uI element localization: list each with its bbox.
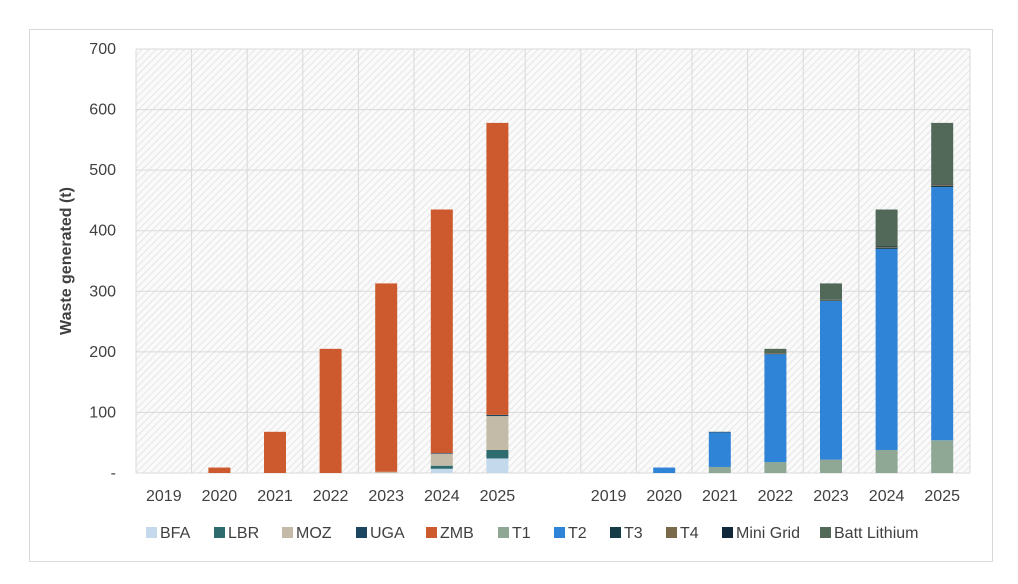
bar-segment <box>931 184 954 185</box>
bar-segment <box>486 122 509 415</box>
legend-label: LBR <box>228 525 259 542</box>
legend-swatch <box>666 527 677 538</box>
y-tick-label: 600 <box>89 102 116 119</box>
bar-segment <box>430 468 453 473</box>
legend-swatch <box>356 527 367 538</box>
y-tick-label: 500 <box>89 162 116 179</box>
legend-label: ZMB <box>440 525 474 542</box>
legend-label: T3 <box>624 525 643 542</box>
x-tick-label: 2019 <box>146 488 182 505</box>
legend-swatch <box>554 527 565 538</box>
x-tick-label: 2019 <box>591 488 627 505</box>
bar-segment <box>764 353 787 355</box>
legend-label: T1 <box>512 525 531 542</box>
legend-label: T2 <box>568 525 587 542</box>
bar-segment <box>486 449 509 459</box>
x-tick-label: 2023 <box>368 488 404 505</box>
legend-swatch <box>820 527 831 538</box>
bar-segment <box>486 416 509 450</box>
x-tick-label: 2024 <box>424 488 460 505</box>
bar-segment <box>430 465 453 469</box>
bar-segment <box>875 248 898 450</box>
legend-label: T4 <box>680 525 699 542</box>
x-tick-label: 2021 <box>257 488 293 505</box>
x-tick-label: 2025 <box>924 488 960 505</box>
y-tick-labels: - 100 200 300 400 500 600 700 <box>89 41 116 482</box>
bar-segment <box>430 453 453 466</box>
bar-segment <box>486 414 509 417</box>
bar-segment <box>375 283 398 472</box>
bar-segment <box>820 283 842 300</box>
x-tick-label: 2020 <box>202 488 238 505</box>
bar-segment <box>931 184 954 186</box>
bar-segment <box>319 348 342 473</box>
plot-area <box>136 49 970 473</box>
legend-label: Mini Grid <box>736 525 800 542</box>
bar-segment <box>430 453 453 454</box>
bar-segment <box>430 209 453 454</box>
legend-swatch <box>426 527 437 538</box>
bar-segment <box>820 459 842 473</box>
bar-segment <box>653 467 676 473</box>
legend-swatch <box>498 527 509 538</box>
bar-segment <box>764 353 787 354</box>
bar-segment <box>708 431 731 433</box>
bars <box>208 122 954 473</box>
bar-segment <box>820 300 842 301</box>
y-tick-label: 400 <box>89 223 116 240</box>
y-tick-label: 200 <box>89 344 116 361</box>
x-tick-label: 2025 <box>480 488 516 505</box>
y-tick-label: 100 <box>89 404 116 421</box>
bar-segment <box>764 348 787 354</box>
legend-swatch <box>214 527 225 538</box>
bar-segment <box>820 300 842 460</box>
bar-segment <box>208 467 231 473</box>
bar-segment <box>264 431 286 473</box>
y-axis-label: Waste generated (t) <box>58 187 75 335</box>
bar-segment <box>764 462 787 473</box>
x-tick-label: 2023 <box>813 488 849 505</box>
bar-segment <box>931 440 954 473</box>
bar-segment <box>931 185 954 188</box>
legend-swatch <box>282 527 293 538</box>
bar-segment <box>764 354 787 463</box>
x-tick-labels: 2019 2020 2021 2022 2023 2024 2025 2019 2020 2021… <box>146 488 960 505</box>
legend-swatch <box>610 527 621 538</box>
bar-segment <box>486 458 509 473</box>
legend: BFA LBR MOZ UGA ZMB T1 T2 T3 T4 Mini Grid Batt Lit… <box>146 525 918 542</box>
y-tick-label: 300 <box>89 283 116 300</box>
y-tick-label: 700 <box>89 41 116 58</box>
bar-segment <box>875 246 898 248</box>
x-tick-label: 2022 <box>758 488 794 505</box>
bar-segment <box>875 247 898 248</box>
legend-label: UGA <box>370 525 405 542</box>
x-tick-label: 2021 <box>702 488 738 505</box>
bar-segment <box>820 299 842 301</box>
bar-segment <box>708 466 731 473</box>
legend-swatch <box>146 527 157 538</box>
legend-label: MOZ <box>296 525 332 542</box>
bar-segment <box>708 432 731 467</box>
legend-label: BFA <box>160 525 191 542</box>
bar-segment <box>375 471 398 473</box>
x-tick-label: 2020 <box>646 488 682 505</box>
x-tick-label: 2024 <box>869 488 905 505</box>
bar-segment <box>875 209 898 247</box>
x-tick-label: 2022 <box>313 488 349 505</box>
bar-segment <box>875 449 898 473</box>
bar-segment <box>931 122 954 185</box>
legend-label: Batt Lithium <box>834 525 918 542</box>
legend-swatch <box>722 527 733 538</box>
bar-segment <box>875 247 898 249</box>
y-tick-label: - <box>111 465 116 482</box>
bar-segment <box>931 187 954 441</box>
